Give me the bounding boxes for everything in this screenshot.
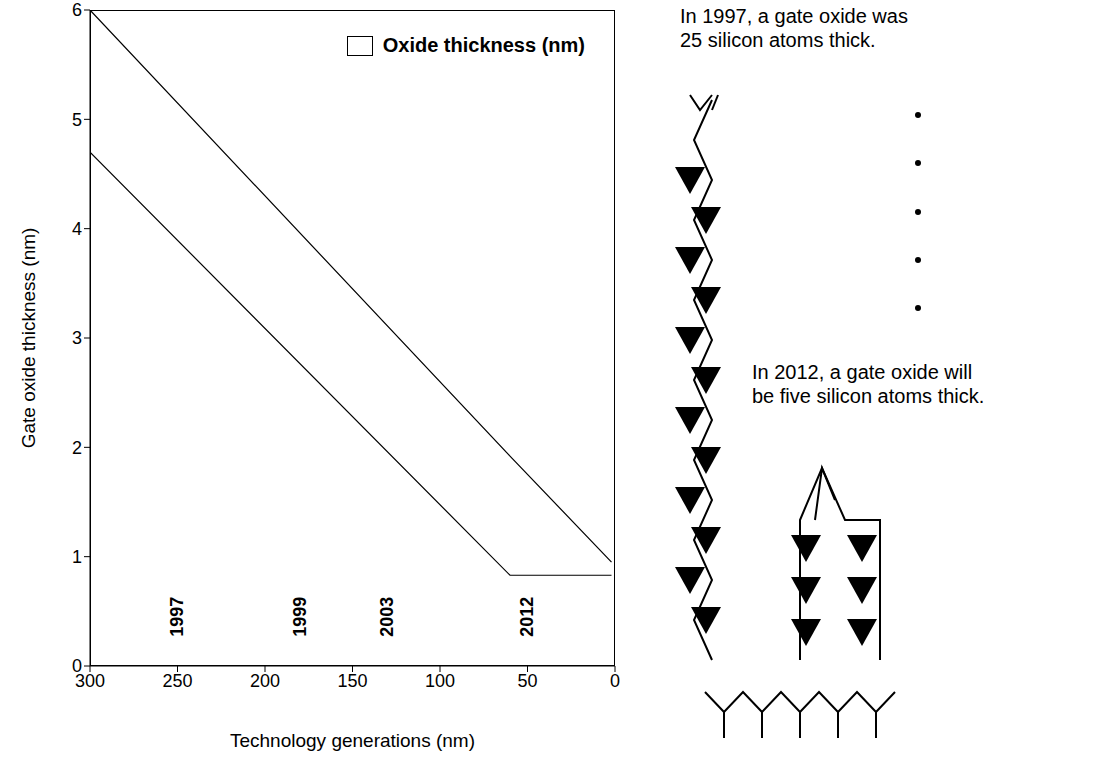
svg-text:2012: 2012 [518,597,538,637]
svg-text:2: 2 [72,438,82,458]
svg-text:300: 300 [75,670,105,691]
svg-text:50: 50 [517,671,537,691]
svg-text:150: 150 [337,671,367,691]
svg-text:0: 0 [72,656,82,676]
html-text:Oxide thickness (nm): Oxide thickness (nm) [382,34,585,56]
svg-text:5: 5 [72,110,82,130]
svg-text:6: 6 [72,0,82,20]
svg-text:4: 4 [72,219,82,239]
svg-text:Technology generations (nm): Technology generations (nm) [230,730,475,751]
svg-text:200: 200 [250,671,280,691]
svg-text:1999: 1999 [290,597,310,637]
svg-text:2003: 2003 [378,597,398,637]
html-text:In 2012, a gate oxide will be: In 2012, a gate oxide will be five silic… [752,361,985,407]
html-text:In 1997, a gate oxide was 25 s: In 1997, a gate oxide was 25 silicon ato… [680,5,908,51]
svg-text:1997: 1997 [168,597,188,637]
svg-text:250: 250 [162,671,192,691]
svg-text:0: 0 [610,671,620,691]
svg-text:100: 100 [425,671,455,691]
svg-text:Gate oxide thickness (nm): Gate oxide thickness (nm) [18,228,39,449]
svg-text:3: 3 [72,328,82,348]
svg-text:1: 1 [72,547,82,567]
